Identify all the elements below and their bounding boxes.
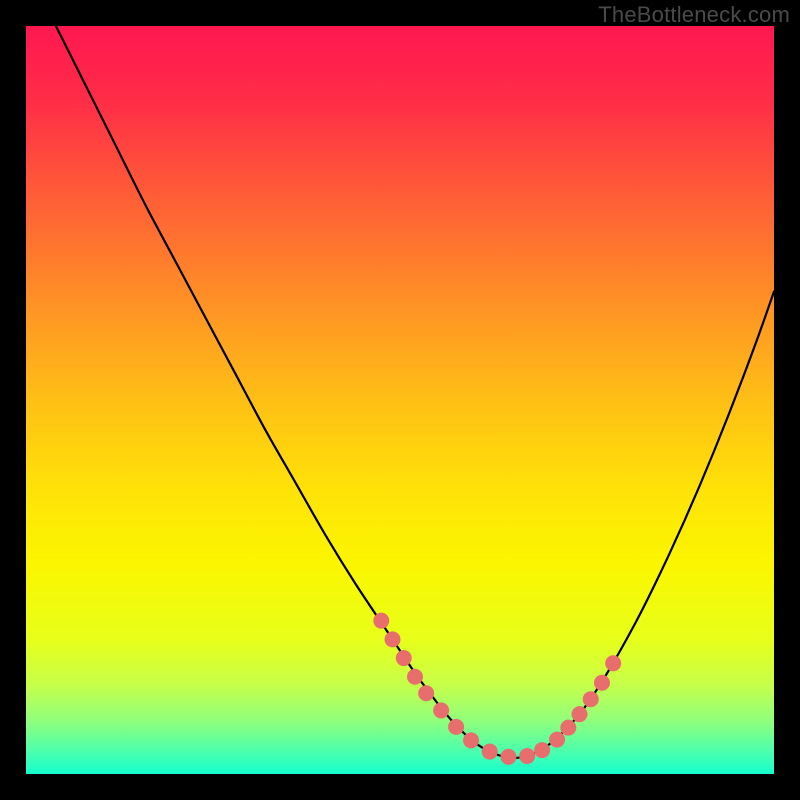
data-marker bbox=[463, 732, 479, 748]
data-marker bbox=[500, 749, 516, 765]
data-marker bbox=[519, 748, 535, 764]
data-marker bbox=[572, 706, 588, 722]
chart-frame: TheBottleneck.com bbox=[0, 0, 800, 800]
data-marker bbox=[448, 719, 464, 735]
data-marker bbox=[373, 613, 389, 629]
data-marker bbox=[418, 685, 434, 701]
data-marker bbox=[594, 675, 610, 691]
data-marker bbox=[560, 720, 576, 736]
data-marker bbox=[583, 691, 599, 707]
data-marker bbox=[433, 702, 449, 718]
data-marker bbox=[605, 655, 621, 671]
data-marker bbox=[407, 669, 423, 685]
data-marker bbox=[396, 650, 412, 666]
data-marker bbox=[549, 732, 565, 748]
bottleneck-chart bbox=[26, 26, 774, 774]
data-marker bbox=[482, 744, 498, 760]
watermark-text: TheBottleneck.com bbox=[598, 2, 790, 28]
data-marker bbox=[534, 742, 550, 758]
data-marker bbox=[385, 631, 401, 647]
